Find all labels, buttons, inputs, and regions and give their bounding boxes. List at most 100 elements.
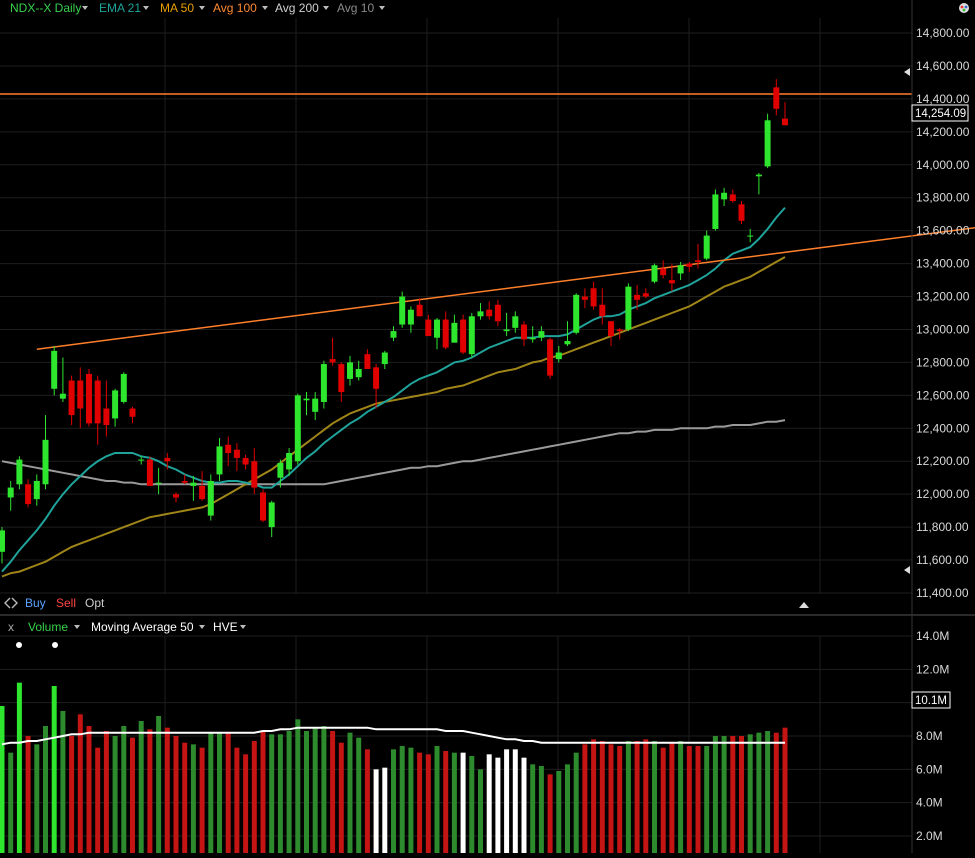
candle-body: [268, 502, 275, 528]
volume-bar: [164, 727, 170, 853]
volume-bar: [634, 741, 640, 853]
hve-dot: [52, 642, 58, 648]
indicator-avg200[interactable]: Avg 200: [275, 1, 319, 15]
volume-bar: [625, 741, 631, 853]
candle-body: [642, 293, 649, 297]
volume-bar: [486, 754, 492, 853]
chevron-down-icon[interactable]: [323, 6, 329, 10]
buy-button[interactable]: Buy: [25, 596, 46, 610]
volume-bar: [608, 744, 614, 853]
candle-body: [68, 380, 75, 416]
indicator-ema21[interactable]: EMA 21: [99, 1, 141, 15]
candle-body: [294, 395, 301, 462]
volume-bar: [582, 744, 588, 853]
candle-body: [503, 329, 510, 332]
volume-bar: [34, 744, 40, 853]
candle-body: [355, 369, 362, 378]
volume-ma-line: [1, 726, 785, 746]
last-volume-value: 10.1M: [915, 695, 947, 707]
close-icon[interactable]: x: [8, 620, 14, 634]
candle-body: [451, 322, 458, 343]
volume-bar: [199, 747, 205, 853]
last-volume-tag: 10.1M: [911, 691, 951, 709]
options-button[interactable]: Opt: [85, 596, 105, 610]
volume-bar: [773, 732, 779, 853]
candle-body: [477, 311, 484, 317]
price-tick-label: 14,000.00: [916, 158, 970, 172]
settings-icon[interactable]: [959, 3, 969, 13]
candle-body: [729, 194, 736, 201]
candle-body: [7, 487, 14, 498]
price-tick-label: 13,200.00: [916, 290, 970, 304]
scroll-down-marker-icon[interactable]: [904, 566, 910, 574]
chevron-down-icon[interactable]: [262, 6, 268, 10]
volume-bar: [304, 731, 309, 853]
chevron-down-icon[interactable]: [74, 625, 80, 629]
candle-body: [468, 316, 475, 355]
volume-bar: [356, 737, 362, 853]
volume-ma50-line: [1, 726, 785, 746]
volume-bar: [347, 732, 353, 853]
volume-tick-label: 6.0M: [916, 762, 943, 776]
candle-body: [634, 294, 641, 300]
volume-bar: [495, 757, 501, 853]
candle-body: [120, 373, 127, 402]
volume-bar: [730, 736, 736, 853]
candle-body: [320, 364, 327, 402]
volume-bar: [217, 732, 222, 853]
chevron-down-icon[interactable]: [379, 6, 385, 10]
symbol-label[interactable]: NDX--X Daily: [10, 1, 81, 15]
candle-body: [42, 439, 49, 485]
candle-body: [442, 319, 449, 348]
price-tick-label: 13,800.00: [916, 191, 970, 205]
candle-body: [277, 462, 284, 478]
candle-body: [460, 319, 467, 353]
scroll-up-marker-icon[interactable]: [904, 68, 910, 76]
volume-bar: [8, 752, 14, 853]
trade-arrows-icon-right[interactable]: [11, 597, 18, 609]
candle-body: [738, 204, 745, 221]
candle-body: [16, 459, 23, 485]
volume-bar: [330, 731, 336, 853]
candle-body: [555, 352, 562, 360]
chevron-down-icon[interactable]: [199, 625, 205, 629]
candle-body: [695, 260, 701, 262]
volume-bar: [712, 736, 718, 853]
hve-label[interactable]: HVE: [213, 620, 238, 634]
candle-body: [86, 373, 92, 424]
volume-label[interactable]: Volume: [28, 620, 68, 634]
volume-bar: [69, 736, 75, 853]
indicator-ma50[interactable]: MA 50: [160, 1, 194, 15]
volume-bar: [43, 726, 48, 853]
indicator-avg10[interactable]: Avg 10: [337, 1, 374, 15]
volume-bar: [695, 746, 701, 853]
trade-arrows-icon[interactable]: [4, 597, 11, 609]
chevron-down-icon[interactable]: [199, 6, 205, 10]
volume-bar: [382, 767, 388, 853]
chevron-down-icon[interactable]: [82, 6, 88, 10]
candle-body: [103, 408, 110, 425]
indicator-avg100[interactable]: Avg 100: [213, 1, 257, 15]
volume-bar: [756, 732, 762, 853]
sell-button[interactable]: Sell: [56, 596, 76, 610]
chevron-down-icon[interactable]: [240, 625, 246, 629]
volume-bar: [765, 731, 771, 853]
volume-bar: [147, 729, 153, 853]
volume-bar: [277, 734, 283, 853]
candle-body: [181, 481, 188, 483]
price-tick-label: 14,400.00: [916, 92, 970, 106]
candle-body: [207, 481, 214, 516]
chevron-down-icon[interactable]: [143, 6, 149, 10]
candle-body: [173, 494, 179, 498]
volume-bar: [364, 749, 370, 853]
candle-body: [390, 331, 397, 338]
expand-up-icon[interactable]: [799, 602, 809, 608]
volume-tick-label: 12.0M: [916, 662, 949, 676]
last-price-value: 14,254.09: [915, 108, 966, 120]
candle-body: [329, 359, 336, 363]
volume-ma-label[interactable]: Moving Average 50: [91, 620, 194, 634]
candle-body: [434, 319, 440, 338]
volume-bar: [251, 741, 257, 853]
